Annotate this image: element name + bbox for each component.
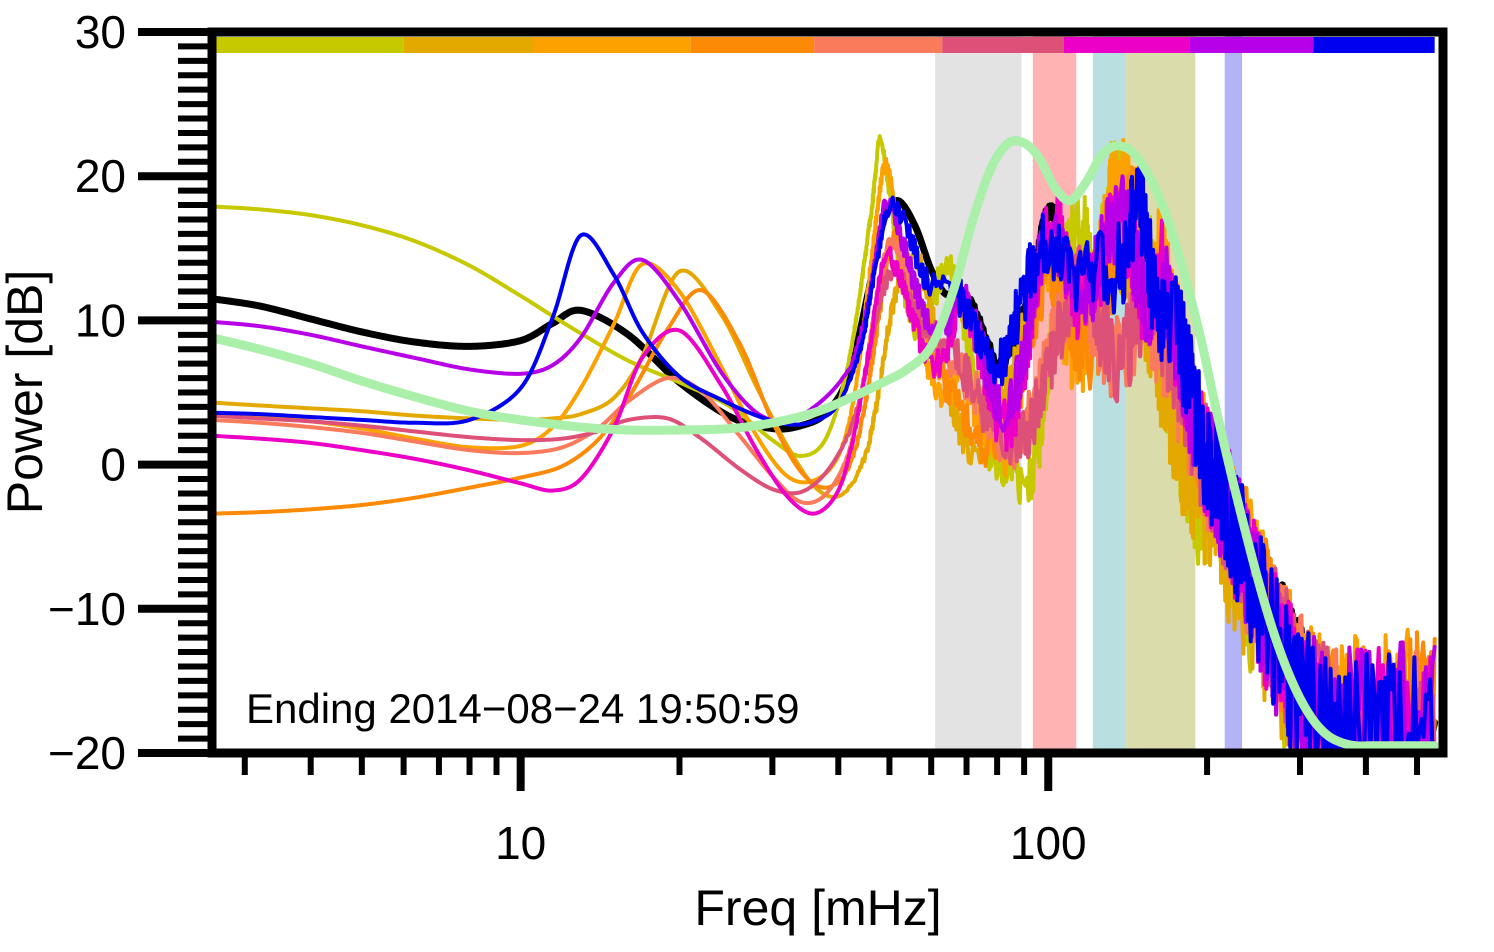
colorbar-segment-0 bbox=[212, 36, 404, 53]
colorbar-segment-2 bbox=[534, 36, 691, 53]
y-tick-label-20: 20 bbox=[75, 150, 126, 202]
x-tick-label-10: 10 bbox=[495, 817, 546, 869]
colorbar-segment-7 bbox=[1189, 36, 1314, 53]
colorbar-segment-3 bbox=[690, 36, 815, 53]
y-tick-label-10: 10 bbox=[75, 294, 126, 346]
y-tick-label-0: 0 bbox=[100, 439, 126, 491]
spectrum-blue bbox=[210, 162, 1437, 754]
colorbar-group bbox=[212, 36, 1435, 53]
colorbar-segment-4 bbox=[814, 36, 943, 53]
x-axis-title: Freq [mHz] bbox=[694, 880, 941, 936]
series-group bbox=[207, 134, 1440, 756]
colorbar-segment-1 bbox=[403, 36, 535, 53]
spectrum-lightgreen bbox=[207, 136, 1440, 751]
band-periwinkle bbox=[1224, 32, 1243, 753]
y-tick-label--10: −10 bbox=[48, 583, 126, 635]
colorbar-segment-8 bbox=[1313, 36, 1435, 53]
ending-timestamp-annotation: Ending 2014−08−24 19:50:59 bbox=[246, 685, 800, 732]
tick-group bbox=[138, 28, 1421, 791]
y-tick-label-30: 30 bbox=[75, 6, 126, 58]
y-tick-label--20: −20 bbox=[48, 727, 126, 779]
x-tick-label-100: 100 bbox=[1010, 817, 1087, 869]
colorbar-segment-6 bbox=[1063, 36, 1190, 53]
colorbar-segment-5 bbox=[942, 36, 1064, 53]
y-axis-title: Power [dB] bbox=[0, 270, 53, 515]
tick-label-group: 10 100 −20 −10 0 10 20 30 bbox=[48, 6, 1087, 869]
